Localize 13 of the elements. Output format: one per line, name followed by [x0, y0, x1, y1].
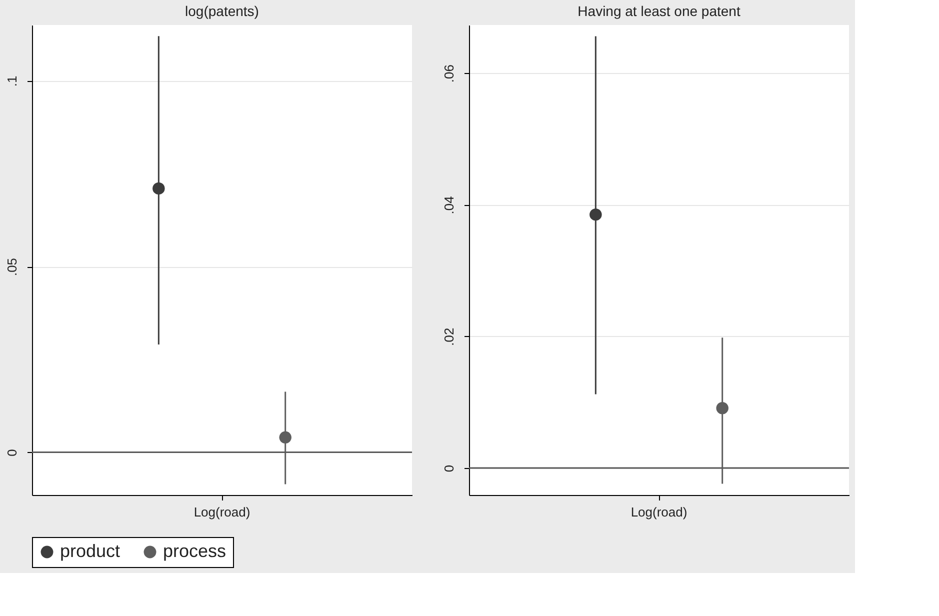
- y-tick-label: 0: [442, 464, 456, 472]
- y-tick-label: 0: [4, 449, 20, 456]
- y-tick-label: .04: [442, 196, 456, 214]
- x-tick-label: Log(road): [194, 504, 250, 520]
- legend-label: product: [60, 541, 120, 561]
- y-tick-label: .02: [442, 328, 456, 346]
- y-tick-label: .1: [4, 76, 20, 87]
- legend-label: process: [163, 541, 226, 561]
- y-tick-label: .05: [4, 258, 20, 276]
- chart-title: log(patents): [185, 3, 259, 19]
- x-tick-label: Log(road): [630, 504, 688, 520]
- y-tick-label: .06: [442, 64, 456, 83]
- chart-title: Having at least one patent: [578, 3, 740, 19]
